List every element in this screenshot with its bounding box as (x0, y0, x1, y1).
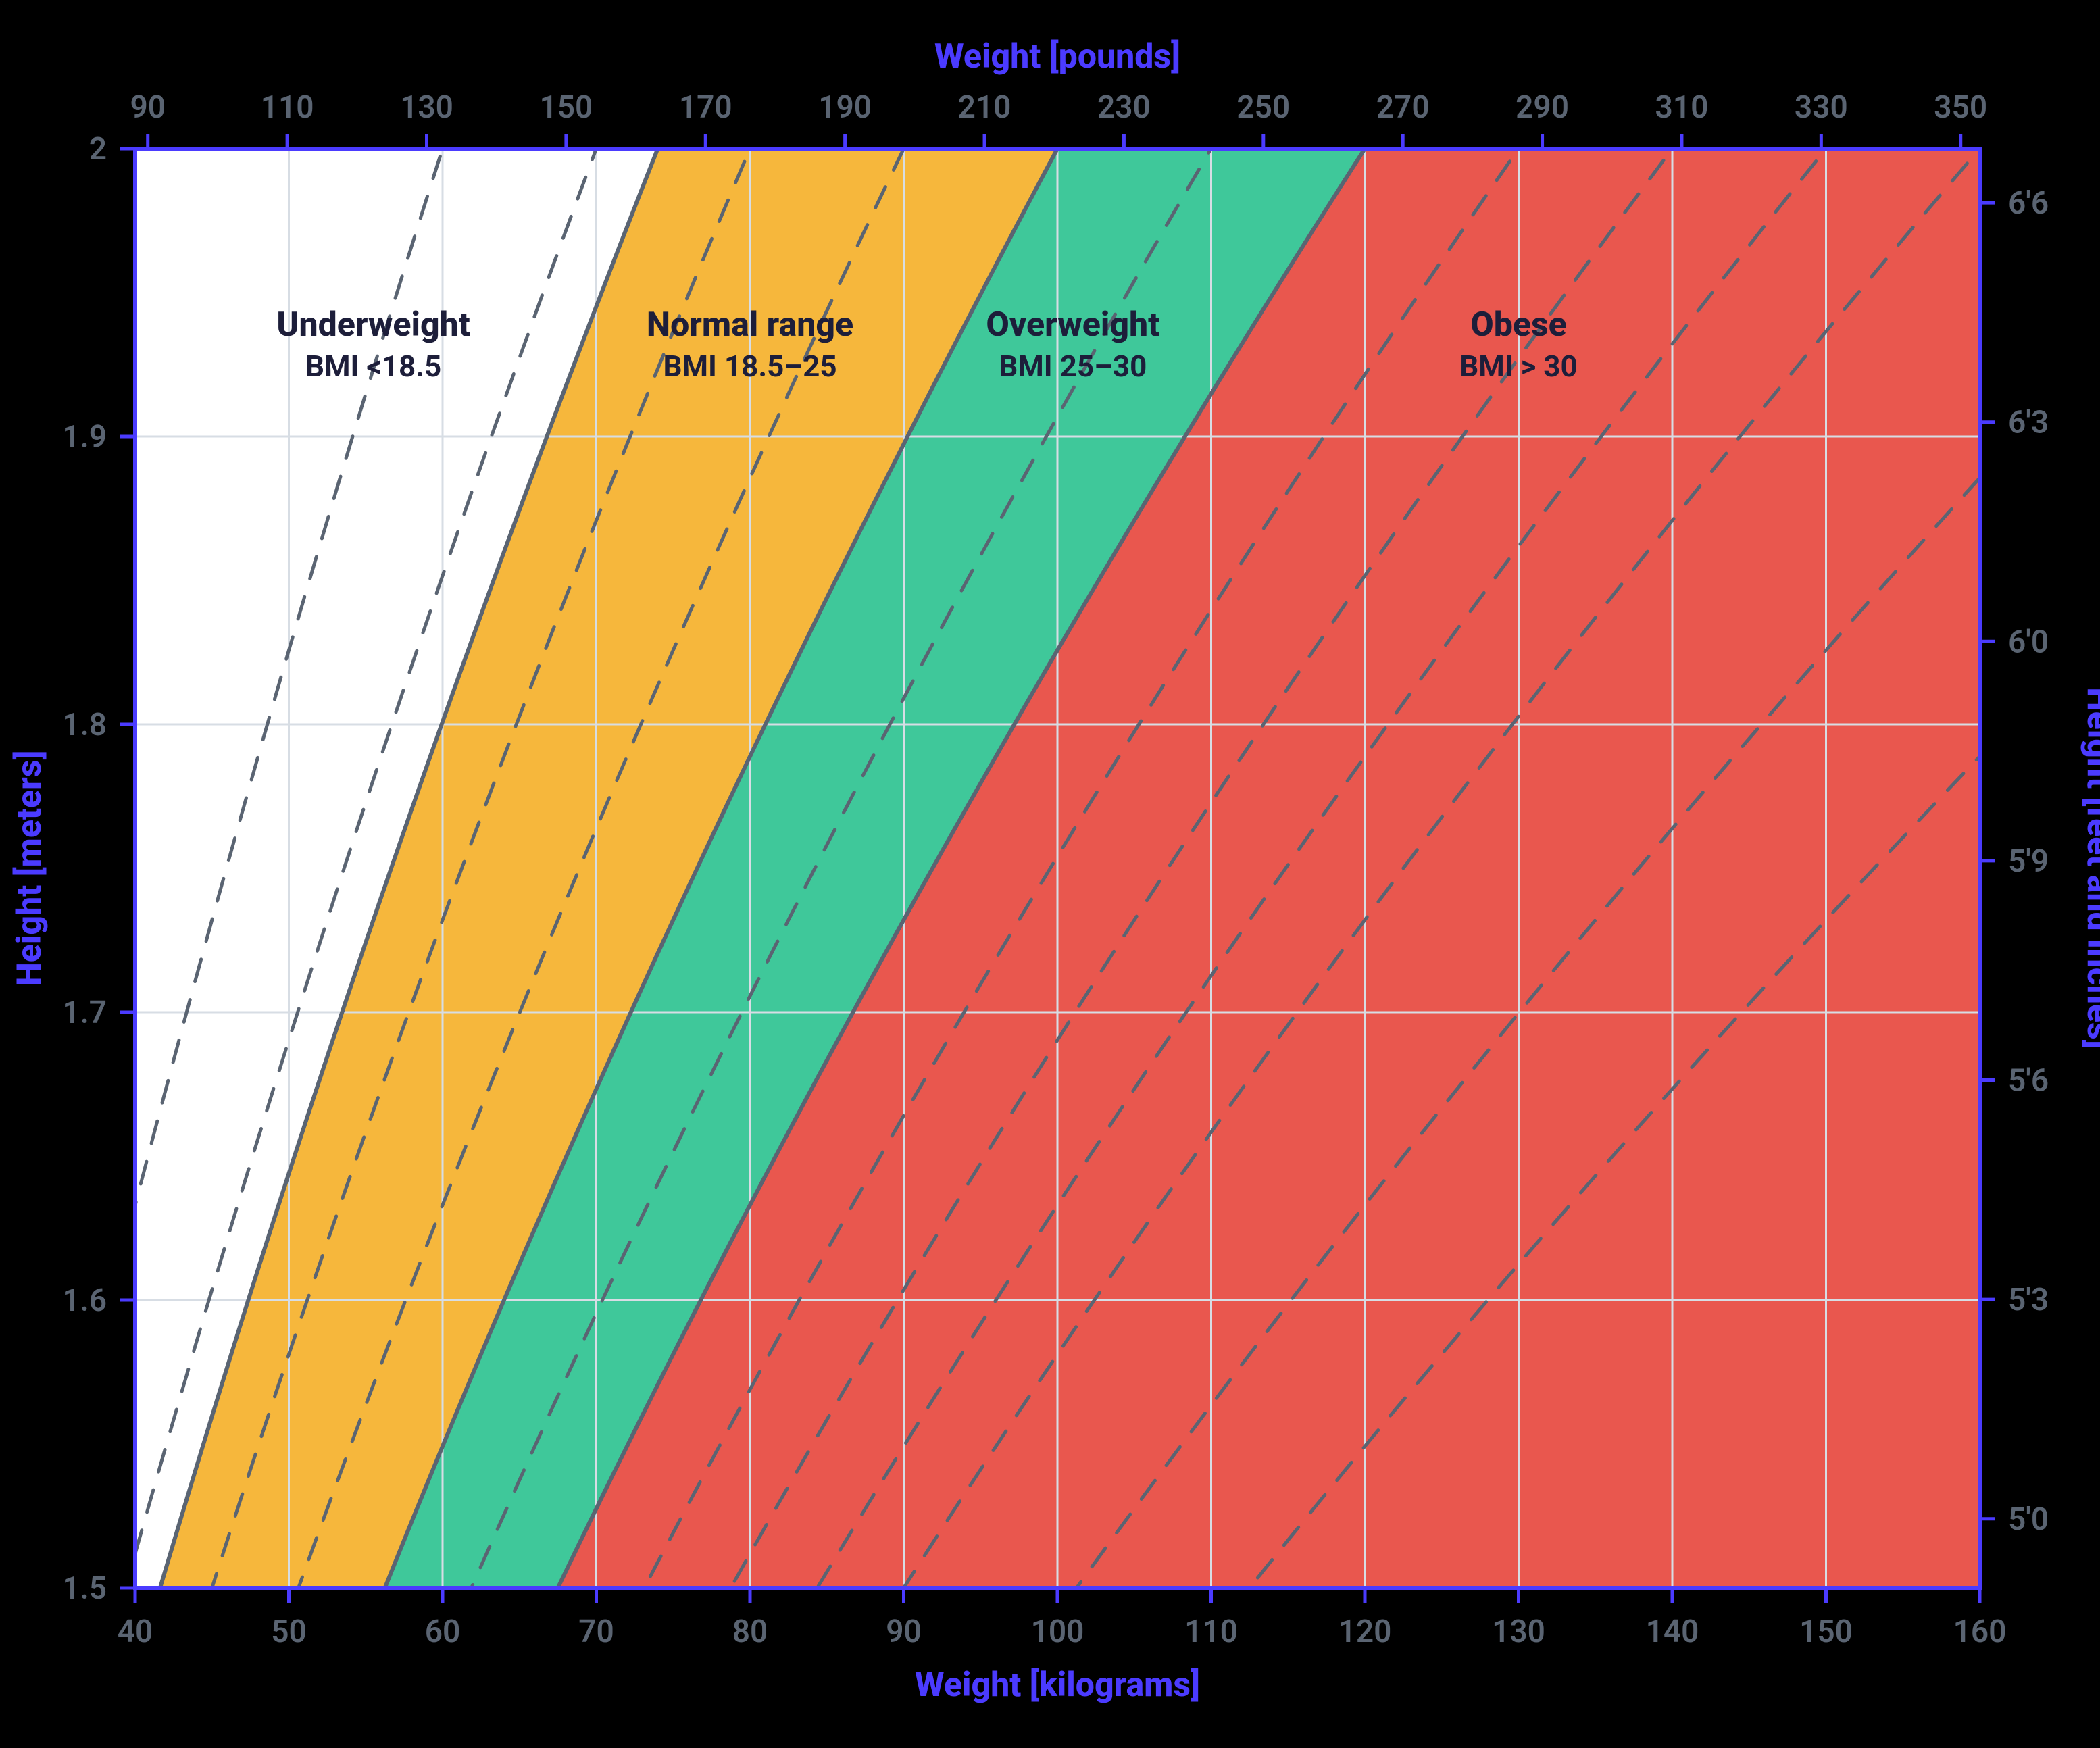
ytick-ft-5'0: 5'0 (2008, 1501, 2049, 1538)
xtick-lb-170: 170 (679, 89, 732, 126)
xtick-kg-100: 100 (1031, 1614, 1084, 1650)
xtick-kg-40: 40 (118, 1614, 153, 1650)
ytick-ft-5'6: 5'6 (2008, 1063, 2049, 1099)
region-label-normal: Normal range (647, 305, 853, 345)
xtick-kg-70: 70 (578, 1614, 614, 1650)
regions-group (0, 0, 2100, 1748)
region-label-obese: Obese (1470, 305, 1567, 345)
xtick-lb-150: 150 (539, 89, 593, 126)
xtick-lb-350: 350 (1934, 89, 1987, 126)
ytick-m-1.7: 1.7 (62, 995, 107, 1031)
ytick-m-1.5: 1.5 (62, 1570, 107, 1607)
xtick-lb-310: 310 (1655, 89, 1709, 126)
region-label-underweight: Underweight (276, 305, 470, 345)
region-sublabel-obese: BMI > 30 (1459, 349, 1578, 384)
y-m-title: Height [meters] (10, 751, 49, 987)
xtick-lb-90: 90 (130, 89, 166, 126)
xtick-lb-190: 190 (818, 89, 872, 126)
xtick-lb-230: 230 (1097, 89, 1151, 126)
ytick-ft-6'0: 6'0 (2008, 624, 2049, 660)
xtick-kg-120: 120 (1339, 1614, 1392, 1650)
xtick-lb-210: 210 (958, 89, 1011, 126)
ytick-m-1.8: 1.8 (62, 707, 107, 743)
bmi-chart: 40 50 60 70 80 90 100 110 120 130 140 150 160 90 110 13… (0, 0, 2100, 1748)
ytick-ft-5'3: 5'3 (2008, 1282, 2049, 1318)
xtick-lb-130: 130 (400, 89, 453, 126)
xtick-lb-290: 290 (1516, 89, 1569, 126)
x-kg-title: Weight [kilograms] (915, 1666, 1200, 1705)
region-sublabel-underweight: BMI <18.5 (305, 349, 441, 384)
xtick-lb-110: 110 (261, 89, 314, 126)
ytick-ft-6'6: 6'6 (2008, 185, 2049, 222)
xtick-kg-80: 80 (732, 1614, 768, 1650)
xtick-kg-110: 110 (1184, 1614, 1238, 1650)
xtick-kg-90: 90 (886, 1614, 922, 1650)
xtick-kg-160: 160 (1953, 1614, 2007, 1650)
xtick-kg-140: 140 (1646, 1614, 1699, 1650)
xtick-kg-130: 130 (1492, 1614, 1545, 1650)
ytick-m-2: 2 (89, 131, 107, 168)
region-sublabel-normal: BMI 18.5–25 (663, 349, 836, 384)
xtick-kg-60: 60 (425, 1614, 461, 1650)
ytick-ft-6'3: 6'3 (2008, 405, 2049, 441)
region-sublabel-overweight: BMI 25–30 (999, 349, 1147, 384)
ytick-m-1.6: 1.6 (62, 1282, 107, 1319)
region-label-overweight: Overweight (986, 305, 1159, 345)
xtick-lb-330: 330 (1795, 89, 1848, 126)
xtick-lb-250: 250 (1236, 89, 1290, 126)
xtick-kg-150: 150 (1799, 1614, 1853, 1650)
ytick-m-1.9: 1.9 (62, 419, 107, 455)
x-lb-title: Weight [pounds] (934, 37, 1180, 76)
xtick-kg-50: 50 (271, 1614, 307, 1650)
xtick-lb-270: 270 (1376, 89, 1430, 126)
ytick-ft-5'9: 5'9 (2008, 843, 2049, 880)
y-ft-title: Height [feet and inches] (2079, 687, 2100, 1049)
